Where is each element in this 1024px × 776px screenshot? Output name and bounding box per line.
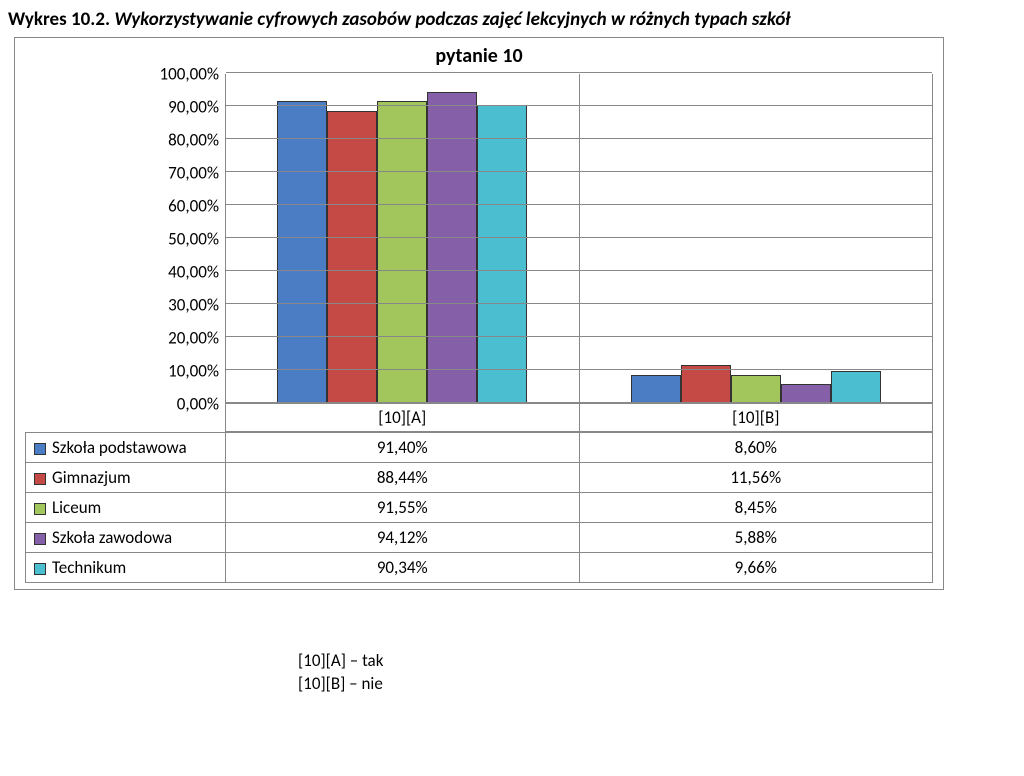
legend-cell: Technikum (26, 553, 226, 583)
value-cell: 88,44% (226, 463, 580, 493)
table-row: Technikum 90,34%9,66% (26, 553, 933, 583)
y-tick-label: 50,00% (168, 229, 219, 250)
table-row: Szkoła podstawowa 91,40%8,60% (26, 433, 933, 463)
bar-groups (226, 74, 932, 403)
bar (731, 375, 781, 403)
value-cell: 11,56% (579, 463, 933, 493)
y-tick-label: 0,00% (177, 394, 219, 415)
value-cell: 94,12% (226, 523, 580, 553)
plot-area (225, 74, 933, 404)
series-name: Gimnazjum (52, 467, 131, 488)
legend-swatch (34, 563, 46, 575)
caption-text: Wykorzystywanie cyfrowych zasobów podcza… (114, 8, 790, 31)
y-tick-label: 100,00% (160, 64, 219, 85)
footnote-line: [10][B] – nie (298, 673, 1016, 696)
bar (377, 101, 427, 403)
y-tick-label: 40,00% (168, 262, 219, 283)
gridline (226, 237, 932, 238)
bar (477, 105, 527, 403)
gridline (226, 204, 932, 205)
value-cell: 91,55% (226, 493, 580, 523)
gridline (226, 369, 932, 370)
legend-cell: Liceum (26, 493, 226, 523)
gridline (226, 72, 932, 73)
table-row: Liceum 91,55%8,45% (26, 493, 933, 523)
chart-body: 0,00%10,00%20,00%30,00%40,00%50,00%60,00… (25, 74, 933, 404)
gridline (226, 105, 932, 106)
legend-cell: Szkoła zawodowa (26, 523, 226, 553)
table-row: Gimnazjum 88,44%11,56% (26, 463, 933, 493)
footnote-line: [10][A] – tak (298, 650, 1016, 673)
bar-group (580, 74, 933, 403)
x-axis-row: [10][A][10][B] (25, 404, 933, 432)
data-table: Szkoła podstawowa 91,40%8,60% Gimnazjum 88,… (25, 432, 933, 583)
legend-swatch (34, 443, 46, 455)
footnotes: [10][A] – tak[10][B] – nie (298, 650, 1016, 696)
chart-container: pytanie 10 0,00%10,00%20,00%30,00%40,00%… (14, 37, 944, 590)
gridline (226, 138, 932, 139)
value-cell: 5,88% (579, 523, 933, 553)
y-tick-label: 20,00% (168, 328, 219, 349)
value-cell: 91,40% (226, 433, 580, 463)
value-cell: 90,34% (226, 553, 580, 583)
series-name: Szkoła zawodowa (52, 527, 172, 548)
bar (631, 375, 681, 403)
bar (327, 111, 377, 403)
bar (277, 101, 327, 403)
series-name: Szkoła podstawowa (52, 437, 187, 458)
figure-caption: Wykres 10.2. Wykorzystywanie cyfrowych z… (8, 8, 1016, 31)
y-tick-label: 60,00% (168, 196, 219, 217)
bar (831, 371, 881, 403)
y-tick-label: 80,00% (168, 130, 219, 151)
legend-swatch (34, 503, 46, 515)
legend-swatch (34, 533, 46, 545)
value-cell: 8,60% (579, 433, 933, 463)
gridline (226, 171, 932, 172)
value-cell: 9,66% (579, 553, 933, 583)
x-axis-labels: [10][A][10][B] (225, 404, 933, 432)
x-axis-label: [10][A] (226, 404, 580, 431)
y-tick-label: 30,00% (168, 295, 219, 316)
bar (781, 384, 831, 403)
x-axis-label: [10][B] (580, 404, 933, 431)
table-row: Szkoła zawodowa 94,12%5,88% (26, 523, 933, 553)
gridline (226, 402, 932, 403)
bar-group (226, 74, 580, 403)
y-axis: 0,00%10,00%20,00%30,00%40,00%50,00%60,00… (25, 74, 225, 404)
value-cell: 8,45% (579, 493, 933, 523)
gridline (226, 270, 932, 271)
legend-cell: Szkoła podstawowa (26, 433, 226, 463)
legend-cell: Gimnazjum (26, 463, 226, 493)
y-tick-label: 70,00% (168, 163, 219, 184)
y-tick-label: 10,00% (168, 361, 219, 382)
y-tick-label: 90,00% (168, 97, 219, 118)
series-name: Liceum (52, 497, 101, 518)
series-name: Technikum (52, 557, 126, 578)
gridline (226, 336, 932, 337)
caption-prefix: Wykres 10.2. (8, 8, 110, 31)
bar (681, 365, 731, 403)
gridline (226, 303, 932, 304)
legend-swatch (34, 473, 46, 485)
